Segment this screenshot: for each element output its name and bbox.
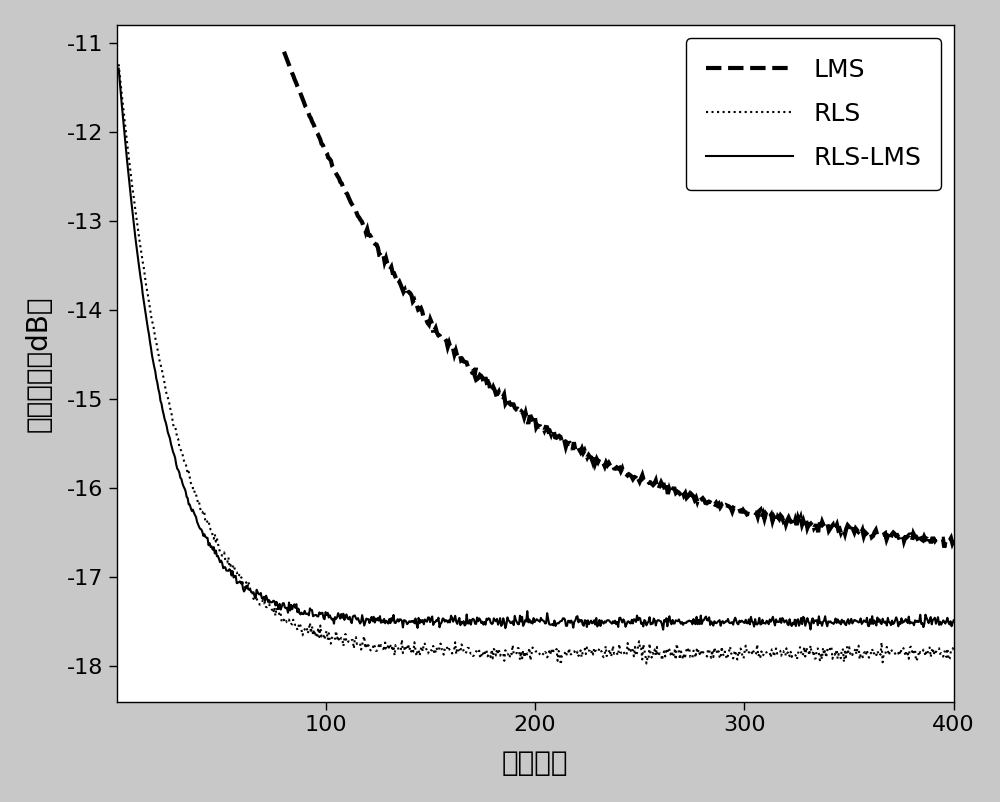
Line: RLS-LMS: RLS-LMS [119,68,954,630]
LMS [640,475,652,484]
RLS [621,650,633,659]
LMS [827,520,839,529]
RLS [555,660,567,670]
LMS [278,47,290,56]
Legend: LMS, RLS, RLS-LMS: LMS, RLS, RLS-LMS [686,38,941,189]
RLS-LMS [657,625,669,634]
LMS [600,458,612,468]
RLS-LMS [620,622,632,631]
X-axis label: 迭代次数: 迭代次数 [502,749,568,777]
LMS [596,457,608,467]
RLS-LMS [948,615,960,625]
RLS [948,640,960,650]
RLS [599,650,611,659]
LMS [932,533,944,543]
RLS [164,403,176,412]
Line: LMS: LMS [284,51,954,548]
RLS [113,59,125,69]
RLS-LMS [833,618,845,627]
RLS [833,649,845,658]
RLS [646,653,658,662]
Y-axis label: 均方误差（dB）: 均方误差（dB） [25,295,53,431]
LMS [677,486,689,496]
RLS-LMS [747,618,759,627]
RLS-LMS [645,619,657,629]
RLS-LMS [598,619,610,629]
LMS [948,536,960,545]
RLS-LMS [113,63,125,73]
Line: RLS: RLS [119,64,954,665]
LMS [938,543,950,553]
RLS [747,645,759,654]
RLS-LMS [164,434,176,444]
